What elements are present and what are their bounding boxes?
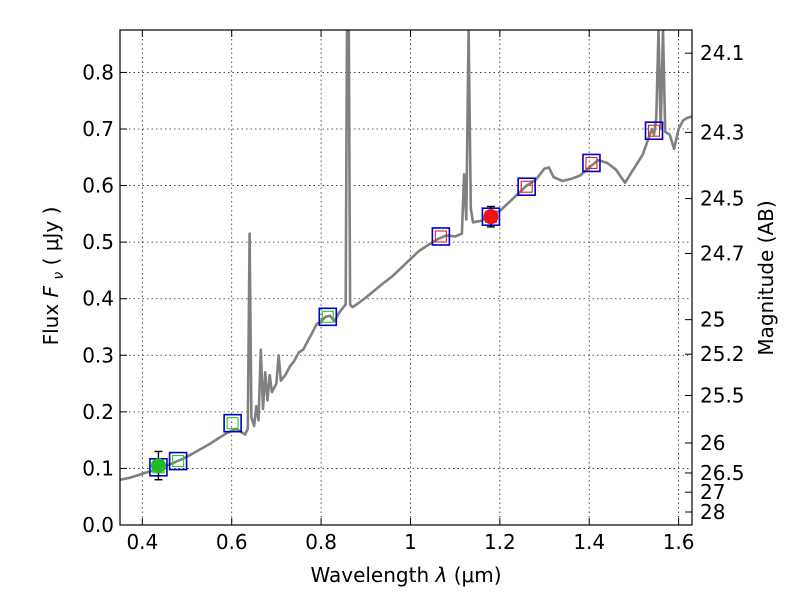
y-tick-label: 0.1	[82, 456, 114, 480]
model-box-outer	[168, 451, 188, 471]
y-tick-label: 0.0	[82, 513, 114, 537]
model-box-inner	[434, 230, 447, 243]
ticks	[120, 30, 692, 526]
y-tick-label: 0.6	[82, 174, 114, 198]
model-point	[644, 121, 664, 140]
spectrum-line	[120, 30, 692, 481]
observed-photometry-layer	[150, 205, 499, 481]
x-axis-title: Wavelength λ (μm)	[310, 563, 501, 587]
x-axis-title-units: (μm)	[454, 563, 502, 587]
model-box-inner	[321, 310, 334, 323]
observed-point	[150, 450, 166, 481]
model-point	[517, 177, 536, 197]
model-point	[223, 413, 242, 433]
mag-tick-label: 24.3	[700, 120, 745, 144]
y2-axis-title: Magnitude (AB)	[754, 200, 778, 355]
model-point	[582, 153, 601, 173]
x-axis-title-symbol: λ	[435, 563, 448, 587]
spectrum-layer	[120, 30, 692, 481]
mag-tick-label: 26	[700, 431, 725, 455]
mag-tick-label: 25.5	[700, 383, 745, 407]
y-tick-label: 0.3	[82, 343, 114, 367]
x-tick-label: 1.4	[573, 530, 605, 554]
x-tick-label: 1.6	[663, 530, 695, 554]
mag-tick-label: 25.2	[700, 342, 745, 366]
x-tick-label: 0.4	[126, 530, 158, 554]
x-tick-label: 0.8	[305, 530, 337, 554]
y-axis-title-symbol: F	[39, 285, 63, 297]
model-box-inner	[172, 455, 185, 468]
observed-point	[483, 205, 499, 228]
model-box-inner	[226, 417, 239, 430]
y-tick-label: 0.8	[82, 60, 114, 84]
model-box-outer	[431, 227, 451, 246]
mag-tick-label: 24.7	[700, 241, 745, 265]
model-point	[431, 227, 451, 246]
mag-tick-label: 26.5	[700, 461, 745, 485]
x-tick-labels: 0.4 0.6 0.8 1 1.2 1.4 1.6	[126, 530, 694, 554]
model-box-inner	[585, 156, 598, 169]
model-point	[318, 307, 338, 327]
mag-tick-label: 28	[700, 500, 725, 524]
model-box-outer	[582, 153, 601, 173]
mag-tick-label: 25	[700, 308, 725, 332]
x-axis-title-prefix: Wavelength	[310, 563, 429, 587]
model-box-outer	[517, 177, 536, 197]
y-tick-label: 0.5	[82, 230, 114, 254]
y-tick-labels: 0.0 0.1 0.2 0.3 0.4 0.5 0.6 0.7 0.8	[82, 60, 114, 537]
model-box-outer	[223, 413, 242, 433]
mag-tick-label: 24.5	[700, 187, 745, 211]
observed-marker	[483, 209, 499, 225]
y-tick-label: 0.2	[82, 400, 114, 424]
mag-tick-label: 24.1	[700, 41, 745, 65]
model-box-outer	[318, 307, 338, 327]
y-axis-title-prefix: Flux	[39, 304, 63, 346]
model-photometry-layer	[149, 121, 664, 477]
model-box-inner	[647, 124, 661, 137]
mag-tick-label: 27	[700, 480, 725, 504]
plot-frame	[119, 29, 693, 526]
y-axis-title: Flux F ν ( μJy )	[39, 207, 68, 346]
x-tick-label: 0.6	[216, 530, 248, 554]
y-tick-label: 0.7	[82, 117, 114, 141]
y-axis-title-subscript: ν	[51, 272, 67, 280]
x-tick-label: 1.2	[484, 530, 516, 554]
y-axis-title-units: ( μJy )	[39, 207, 63, 266]
x-tick-label: 1	[404, 530, 417, 554]
observed-marker	[150, 458, 166, 474]
model-box-inner	[520, 180, 533, 193]
y-tick-label: 0.4	[82, 287, 114, 311]
model-point	[168, 451, 188, 471]
grid	[120, 30, 692, 526]
model-box-outer	[644, 121, 664, 140]
